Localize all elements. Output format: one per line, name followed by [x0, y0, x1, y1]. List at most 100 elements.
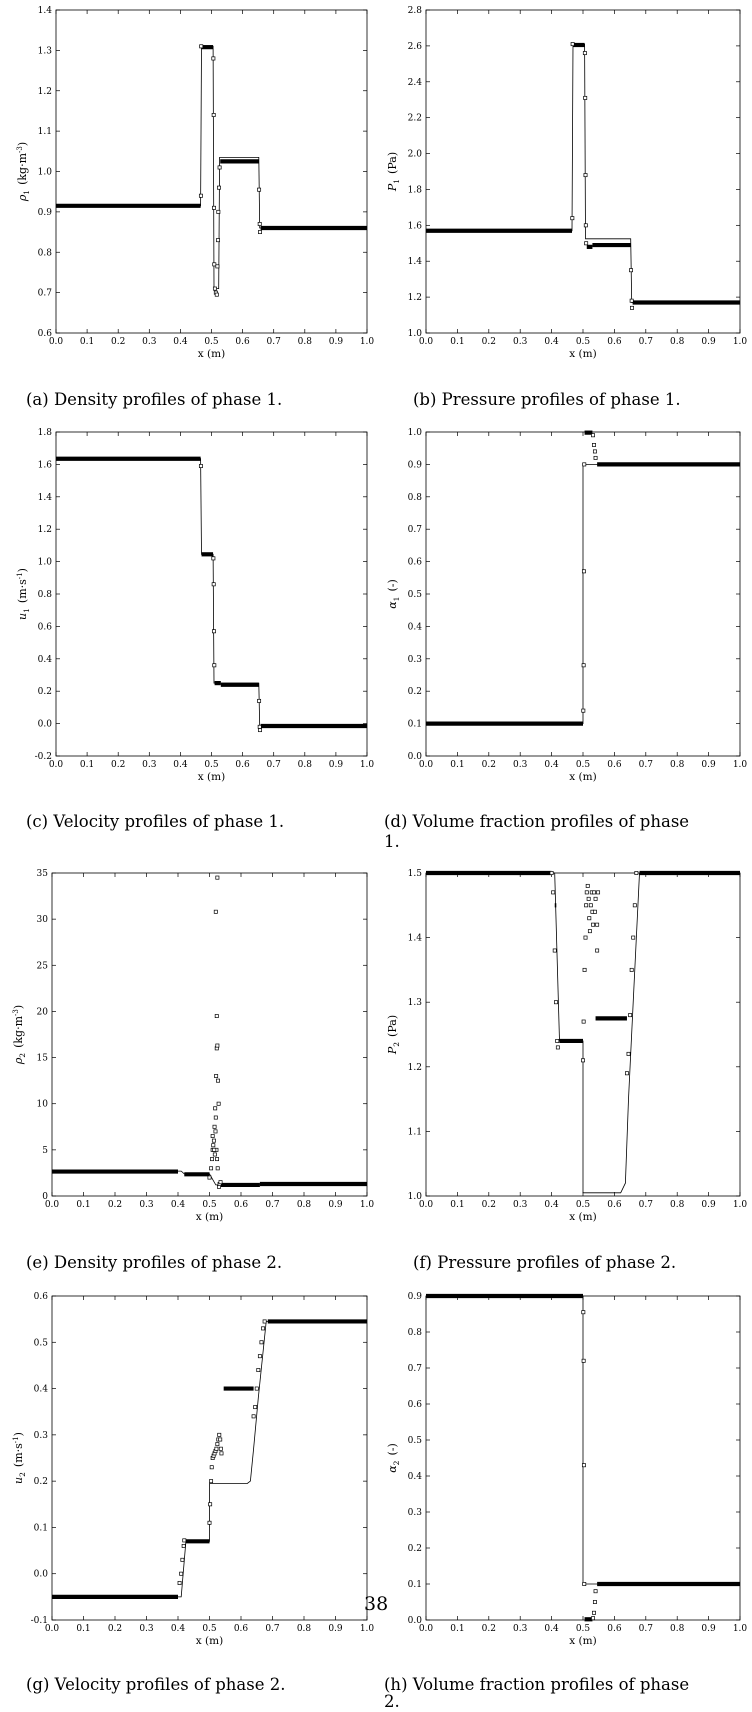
data-point	[209, 1465, 214, 1470]
x-tick-label: 0.7	[639, 337, 654, 347]
y-tick-label: 1.4	[38, 6, 53, 16]
data-point	[210, 1157, 214, 1162]
x-tick-label: 0.7	[267, 337, 282, 347]
data-point	[570, 216, 575, 221]
data-point	[212, 1152, 217, 1157]
data-point	[554, 1000, 558, 1005]
data-point	[181, 1543, 186, 1548]
data-point	[581, 1310, 586, 1315]
y-tick-label: 2.8	[408, 6, 423, 16]
x-tick-label: 0.5	[202, 1624, 217, 1634]
x-tick-label: 0.4	[171, 1200, 186, 1210]
caption-h-line-2: 2.	[384, 1692, 400, 1711]
data-point	[216, 1101, 221, 1106]
x-tick-label: 0.7	[267, 760, 282, 770]
y-axis-label: u1(m·s-1)	[16, 568, 31, 620]
data-point	[213, 909, 218, 914]
y-tick-label: 1.3	[408, 998, 423, 1008]
data-point	[217, 1432, 222, 1437]
data-point	[179, 1571, 184, 1576]
data-point	[214, 1014, 219, 1018]
x-tick-label: 0.8	[297, 1624, 312, 1634]
y-tick-label: 1.2	[408, 293, 422, 303]
data-point	[592, 449, 597, 454]
data-point	[591, 433, 595, 438]
caption-d-line-2: 1.	[384, 832, 400, 851]
data-point	[215, 1166, 220, 1171]
x-tick-label: 0.9	[701, 337, 716, 347]
x-tick-label: 0.4	[544, 337, 559, 347]
y-tick-label: 0.1	[34, 1523, 48, 1533]
y-tick-label: 0.3	[408, 1508, 423, 1518]
data-point	[582, 1582, 587, 1586]
y-tick-label: 1.4	[408, 257, 423, 267]
y-axis-label: P2(Pa)	[386, 1015, 401, 1055]
x-tick-label: 0.6	[234, 1200, 249, 1210]
x-tick-label: 0.0	[419, 337, 434, 347]
data-point	[595, 922, 600, 927]
x-tick-label: 0.9	[701, 1624, 716, 1634]
y-tick-label: 1.1	[408, 1127, 422, 1137]
data-point	[212, 262, 217, 267]
x-tick-label: 0.0	[49, 760, 64, 770]
x-tick-label: 0.9	[328, 1624, 343, 1634]
data-point	[581, 1358, 586, 1363]
data-point	[217, 165, 222, 170]
y-tick-label: 1.4	[408, 934, 423, 944]
y-tick-label: 10	[37, 1100, 49, 1110]
caption-h-line-1: (h) Volume fraction profiles of phase	[384, 1675, 690, 1694]
y-tick-label: 0.3	[408, 655, 423, 665]
y-tick-label: 1.8	[408, 185, 423, 195]
data-point	[592, 443, 596, 447]
x-tick-label: 0.0	[419, 1624, 434, 1634]
x-axis-label: x (m)	[569, 1211, 596, 1223]
y-tick-label: 0.6	[38, 329, 53, 339]
plot-series	[56, 456, 367, 733]
x-tick-label: 0.4	[173, 337, 188, 347]
y-tick-label: 0.4	[34, 1385, 49, 1395]
y-tick-label: 0.9	[38, 208, 53, 218]
x-tick-label: 0.6	[235, 760, 250, 770]
data-point	[592, 1600, 597, 1604]
data-point	[591, 1616, 595, 1621]
y-tick-label: 0.0	[34, 1570, 49, 1580]
y-tick-label: 0.0	[408, 752, 423, 762]
data-point	[215, 875, 220, 880]
x-tick-label: 0.8	[298, 760, 313, 770]
x-tick-label: 0.9	[328, 1200, 343, 1210]
x-tick-label: 0.9	[329, 337, 344, 347]
data-point	[257, 187, 262, 192]
y-tick-label: 0.2	[408, 1544, 422, 1554]
caption-g: (g) Velocity profiles of phase 2.	[26, 1675, 286, 1694]
x-tick-label: 0.1	[450, 337, 464, 347]
x-tick-label: 0.2	[482, 337, 496, 347]
y-tick-label: 0.7	[408, 1364, 423, 1374]
caption-d: (d) Volume fraction profiles of phase 1.	[384, 812, 752, 852]
x-tick-label: 0.3	[139, 1200, 154, 1210]
data-point	[262, 1319, 267, 1324]
x-tick-label: 0.6	[234, 1624, 249, 1634]
plot-series	[52, 1319, 367, 1599]
data-point	[552, 948, 557, 953]
x-tick-label: 0.1	[450, 1200, 464, 1210]
data-point	[207, 1520, 212, 1525]
x-tick-label: 0.1	[80, 760, 94, 770]
data-point	[211, 582, 216, 587]
x-axis-label: x (m)	[569, 348, 596, 360]
x-tick-label: 0.1	[80, 337, 94, 347]
y-tick-label: 0	[42, 1192, 48, 1202]
y-tick-label: 0.8	[408, 493, 423, 503]
data-point	[251, 1414, 256, 1419]
series-line	[426, 1295, 740, 1585]
y-tick-label: 0.7	[38, 289, 53, 299]
y-tick-label: 0.8	[408, 1328, 423, 1338]
data-point	[215, 1442, 220, 1447]
data-point	[209, 1166, 214, 1171]
x-tick-label: 0.6	[607, 760, 622, 770]
y-tick-label: 0.2	[34, 1477, 48, 1487]
data-point	[210, 1134, 215, 1138]
data-point	[211, 1138, 216, 1143]
